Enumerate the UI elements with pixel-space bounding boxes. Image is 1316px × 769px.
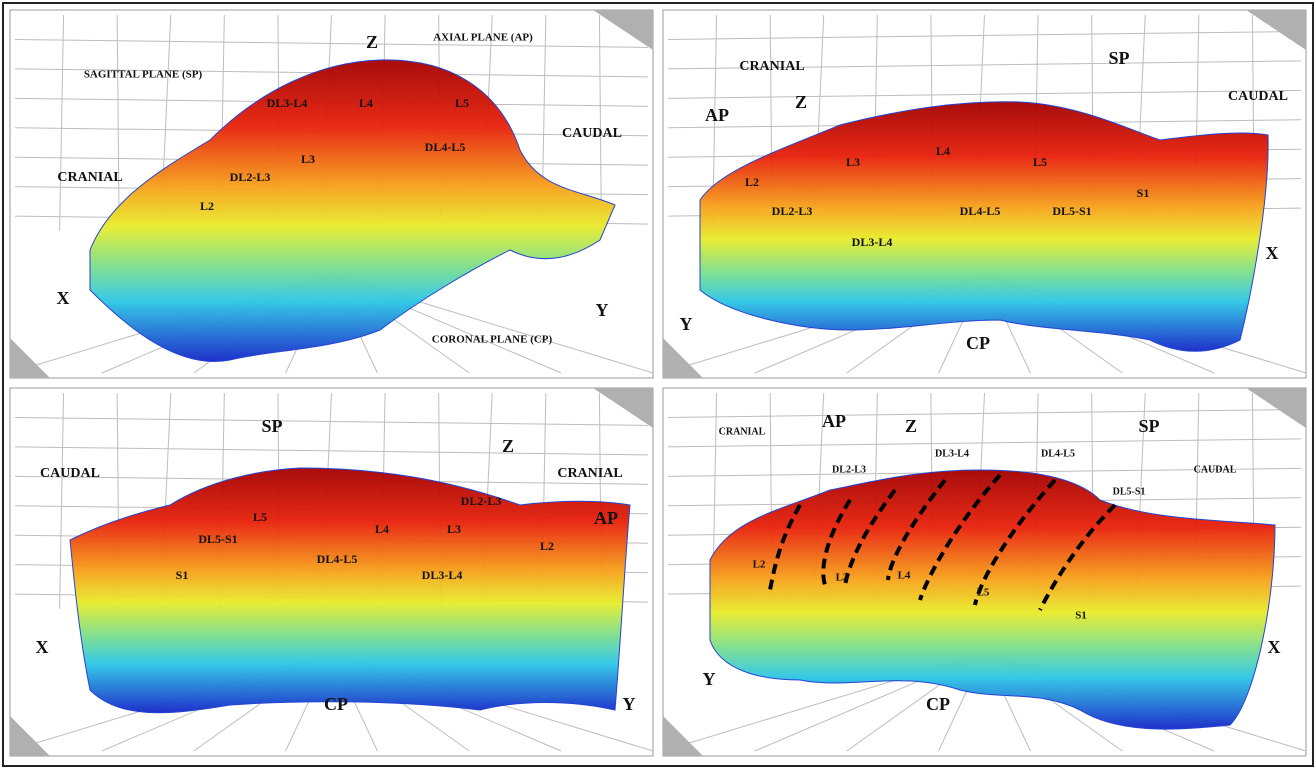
label: CAUDAL: [1228, 89, 1288, 104]
label: L2: [540, 539, 554, 553]
label: L3: [447, 522, 461, 536]
label: DL5-S1: [198, 532, 237, 546]
label: X: [57, 288, 70, 308]
label: L5: [253, 510, 267, 524]
figure: Z AXIAL PLANE (AP) SAGITTAL PLANE (SP) DL3-…: [0, 0, 1316, 769]
label: L4: [898, 570, 911, 582]
label: SP: [1138, 416, 1159, 436]
label: S1: [1075, 610, 1087, 622]
label: CAUDAL: [40, 466, 100, 481]
label: AP: [705, 105, 729, 125]
label: CP: [324, 694, 348, 714]
label: DL5-S1: [1052, 204, 1091, 218]
label: Y: [596, 300, 609, 320]
label: DL2-L3: [832, 464, 866, 475]
label: Z: [905, 416, 917, 436]
label: DL5-S1: [1113, 486, 1146, 497]
label: X: [1266, 243, 1279, 263]
label: L5: [1033, 155, 1047, 169]
label: DL3-L4: [422, 568, 463, 582]
label: S1: [176, 568, 189, 582]
label: S1: [1137, 186, 1150, 200]
panel: Z AXIAL PLANE (AP) SAGITTAL PLANE (SP) DL3-…: [10, 10, 653, 378]
label: DL4-L5: [425, 140, 466, 154]
label: L5: [455, 96, 469, 110]
label: Y: [703, 669, 716, 689]
label: L3: [301, 152, 315, 166]
label: DL3-L4: [267, 96, 308, 110]
label: L5: [977, 587, 990, 599]
label: AXIAL PLANE (AP): [433, 32, 533, 44]
label: Z: [795, 92, 807, 112]
label: Y: [680, 314, 693, 334]
label: CRANIAL: [739, 59, 804, 74]
label: DL3-L4: [852, 235, 893, 249]
label: L4: [375, 522, 389, 536]
label: L2: [200, 199, 214, 213]
label: SP: [261, 416, 282, 436]
panel: SP Z CAUDAL CRANIAL DL2-L3 AP L5 DL5-S1 L4 L3 L2 DL…: [10, 388, 653, 756]
label: DL2-L3: [772, 204, 813, 218]
label: AP: [822, 411, 846, 431]
label: L4: [359, 96, 373, 110]
label: L3: [836, 572, 849, 584]
label: SP: [1108, 48, 1129, 68]
label: SAGITTAL PLANE (SP): [84, 69, 203, 81]
label: Y: [623, 694, 636, 714]
label: L3: [846, 155, 860, 169]
label: L4: [936, 144, 950, 158]
panel: CRANIAL AP Z SP DL3-L4 DL4-L5 DL2-L3 CAUDAL DL5-…: [663, 388, 1306, 756]
label: CRANIAL: [57, 170, 122, 185]
label: CORONAL PLANE (CP): [432, 334, 553, 346]
label: CAUDAL: [562, 126, 622, 141]
label: DL4-L5: [317, 552, 358, 566]
label: L2: [745, 175, 759, 189]
panel: CRANIAL SP CAUDAL AP Z L3 L4 L5 L2 S1 DL2-L3 DL4-L5…: [663, 10, 1306, 378]
label: DL4-L5: [1041, 448, 1075, 459]
label: AP: [594, 508, 618, 528]
label: CRANIAL: [557, 466, 622, 481]
label: X: [1268, 637, 1281, 657]
label: CAUDAL: [1194, 464, 1237, 475]
label: DL3-L4: [935, 448, 969, 459]
label: Z: [502, 436, 514, 456]
label: DL2-L3: [461, 494, 502, 508]
label: X: [36, 637, 49, 657]
label: Z: [366, 32, 378, 52]
label: CP: [966, 333, 990, 353]
label: CP: [926, 694, 950, 714]
label: DL2-L3: [230, 170, 271, 184]
label: CRANIAL: [719, 426, 766, 437]
label: L2: [753, 559, 766, 571]
label: DL4-L5: [960, 204, 1001, 218]
